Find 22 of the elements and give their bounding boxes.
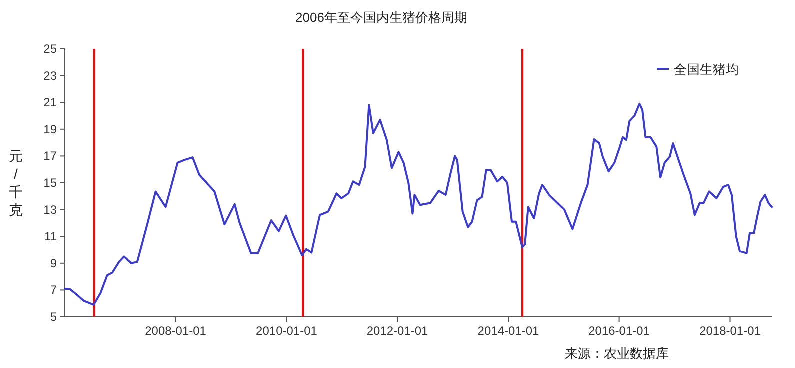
source-note: 来源：农业数据库: [565, 346, 669, 361]
y-tick-label: 21: [44, 96, 58, 110]
y-tick-label: 5: [50, 310, 58, 324]
y-tick-label: 23: [44, 68, 58, 83]
x-tick-label: 2014-01-01: [478, 324, 540, 338]
x-tick-label: 2008-01-01: [145, 324, 207, 338]
y-tick-label: 13: [44, 202, 58, 217]
y-tick-label: 17: [44, 149, 58, 164]
y-tick-label: 11: [44, 230, 58, 244]
y-tick-label: 19: [44, 122, 58, 136]
y-tick-label: 25: [44, 42, 58, 56]
y-tick-label: 7: [50, 283, 58, 298]
chart-title: 2006年至今国内生猪价格周期: [296, 10, 468, 25]
x-tick-label: 2018-01-01: [700, 324, 762, 338]
y-tick-label: 9: [50, 256, 58, 270]
x-tick-label: 2012-01-01: [366, 324, 429, 338]
y-axis-title: 元/千克: [9, 148, 23, 218]
x-tick-label: 2016-01-01: [588, 324, 650, 338]
line-series: [64, 102, 773, 306]
legend-label: 全国生猪均: [674, 62, 739, 77]
y-tick-label: 15: [44, 176, 58, 190]
x-tick-label: 2010-01-01: [256, 324, 318, 338]
